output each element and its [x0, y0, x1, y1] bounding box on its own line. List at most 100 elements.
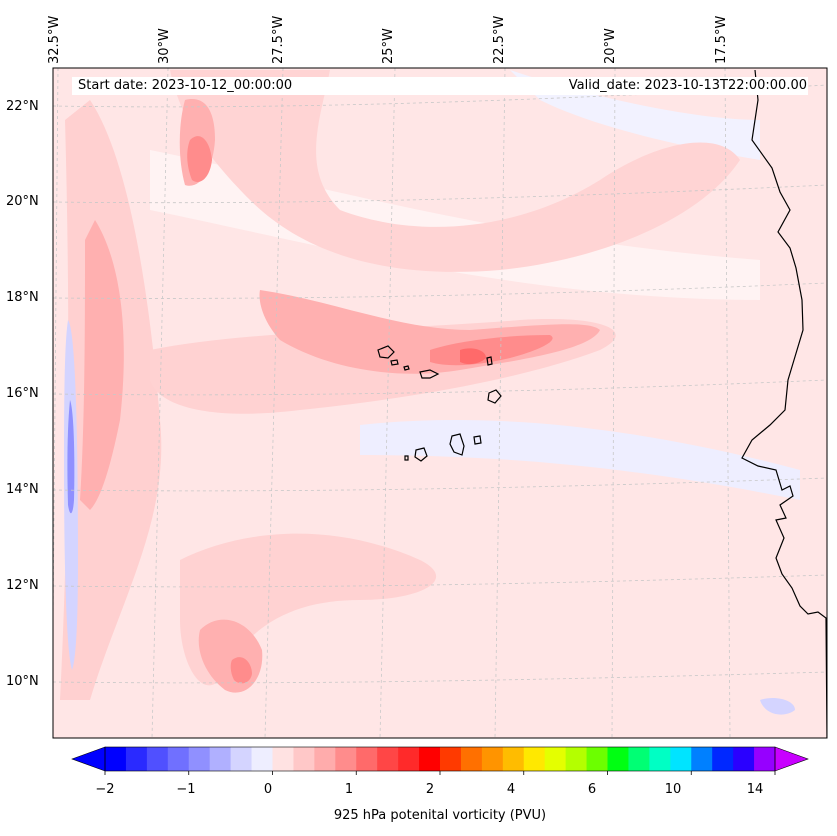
- pv-contour-medium-west: [80, 220, 124, 510]
- pv-contour-strong-patch: [460, 348, 486, 365]
- colorbar-cell: [398, 747, 420, 771]
- gridlines: [53, 68, 827, 738]
- colorbar-cell: [356, 747, 378, 771]
- colorbar-cell: [733, 747, 755, 771]
- lon-label-text: 17.5°W: [714, 15, 729, 64]
- colorbar-tick-label: −1: [176, 782, 196, 797]
- island-sao-vicente: [390, 359, 399, 366]
- pv-contour-light-south: [180, 533, 437, 686]
- colorbar-cell: [167, 747, 190, 771]
- colorbar-cell: [377, 747, 399, 771]
- island-brava: [404, 455, 409, 461]
- colorbar-cell: [188, 747, 211, 771]
- colorbar-cell: [419, 747, 441, 771]
- colorbar-cell: [272, 747, 294, 771]
- lon-label-text: 32.5°W: [47, 15, 62, 64]
- colorbar-cell: [105, 747, 127, 771]
- island-sal: [486, 356, 493, 366]
- colorbar-cell: [670, 747, 692, 771]
- colorbar: [71, 746, 809, 775]
- lat-label-14n: 14°N: [6, 482, 39, 497]
- island-boa-vista: [487, 389, 502, 404]
- colorbar-cells: [105, 747, 776, 771]
- colorbar-cell: [146, 747, 169, 771]
- colorbar-ticks: [104, 771, 776, 775]
- colorbar-cell: [502, 747, 525, 771]
- island-maio: [473, 435, 482, 445]
- lon-label-text: 25°W: [381, 28, 396, 64]
- colorbar-tick-label: −2: [95, 782, 115, 797]
- colorbar-cell: [314, 747, 336, 771]
- pv-contour-strong-north: [187, 136, 212, 182]
- colorbar-tick-label: 6: [587, 782, 597, 797]
- meridian-30w: [151, 68, 169, 738]
- colorbar-tick-label: 10: [664, 782, 682, 797]
- map-frame: [52, 67, 828, 739]
- valid-date-text: Valid_date: 2023-10-13T22:00:00.00: [568, 78, 807, 93]
- lon-label-text: 30°W: [157, 28, 172, 64]
- colorbar-tick-label: 14: [746, 782, 764, 797]
- lon-label-22-5w: 22.5°W: [492, 0, 516, 64]
- meridian-20w: [611, 68, 616, 738]
- colorbar-cell: [712, 747, 734, 771]
- pv-contour-negative-spot: [760, 698, 795, 715]
- colorbar-title: 925 hPa potenital vorticity (PVU): [333, 808, 547, 823]
- lon-label-text: 20°W: [603, 28, 618, 64]
- colorbar-cell: [628, 747, 650, 771]
- colorbar-cell: [481, 747, 504, 771]
- colorbar-cell: [649, 747, 671, 771]
- colorbar-cell: [251, 747, 273, 771]
- colorbar-cell: [460, 747, 483, 771]
- lon-label-25w: 25°W: [381, 0, 405, 64]
- pv-contour-light-north: [170, 70, 740, 272]
- meridian-22-5w: [494, 68, 506, 738]
- colorbar-cell: [544, 747, 567, 771]
- colorbar-cell: [523, 747, 546, 771]
- lat-label-22n: 22°N: [6, 99, 39, 114]
- lat-label-10n: 10°N: [6, 674, 39, 689]
- african-coastline: [741, 69, 827, 738]
- date-info-box: [72, 77, 808, 95]
- colorbar-tick-label: 1: [344, 782, 354, 797]
- colorbar-cell: [586, 747, 608, 771]
- lon-label-20w: 20°W: [603, 0, 627, 64]
- lon-label-27-5w: 27.5°W: [271, 0, 295, 64]
- colorbar-cell: [335, 747, 357, 771]
- colorbar-cell: [125, 747, 148, 771]
- lon-label-text: 27.5°W: [271, 15, 286, 64]
- pv-contour-strong-south: [230, 657, 252, 684]
- colorbar-tick-label: 4: [506, 782, 516, 797]
- lat-label-16n: 16°N: [6, 386, 39, 401]
- meridian-27-5w: [264, 68, 284, 738]
- island-fogo: [414, 447, 428, 462]
- colorbar-extend-high: [774, 746, 809, 772]
- lat-label-12n: 12°N: [6, 578, 39, 593]
- cape-verde-islands: [377, 345, 502, 462]
- island-santiago: [449, 433, 465, 456]
- colorbar-tick-label: 0: [263, 782, 273, 797]
- colorbar-cell: [607, 747, 629, 771]
- colorbar-cell: [565, 747, 587, 771]
- colorbar-cell: [754, 747, 776, 771]
- colorbar-cell: [691, 747, 713, 771]
- colorbar-extend-low: [71, 746, 106, 772]
- colorbar-cell: [209, 747, 232, 771]
- map-panel: [53, 68, 827, 738]
- meridian-17-5w: [724, 68, 731, 738]
- pv-contour-negative-band: [360, 420, 800, 500]
- meridian-25w: [379, 68, 396, 738]
- colorbar-cell: [440, 747, 462, 771]
- start-date-text: Start date: 2023-10-12_00:00:00: [78, 78, 293, 93]
- pv-contour-negative-core: [67, 400, 75, 514]
- colorbar-tick-label: 2: [425, 782, 435, 797]
- lon-label-32-5w: 32.5°W: [47, 0, 71, 64]
- lon-label-text: 22.5°W: [492, 15, 507, 64]
- island-santa-luzia: [403, 365, 410, 371]
- island-santo-antao: [377, 345, 395, 359]
- island-sao-nicolau: [419, 369, 440, 379]
- colorbar-cell: [230, 747, 252, 771]
- lat-label-20n: 20°N: [6, 194, 39, 209]
- colorbar-cell: [293, 747, 315, 771]
- lon-label-17-5w: 17.5°W: [714, 0, 738, 64]
